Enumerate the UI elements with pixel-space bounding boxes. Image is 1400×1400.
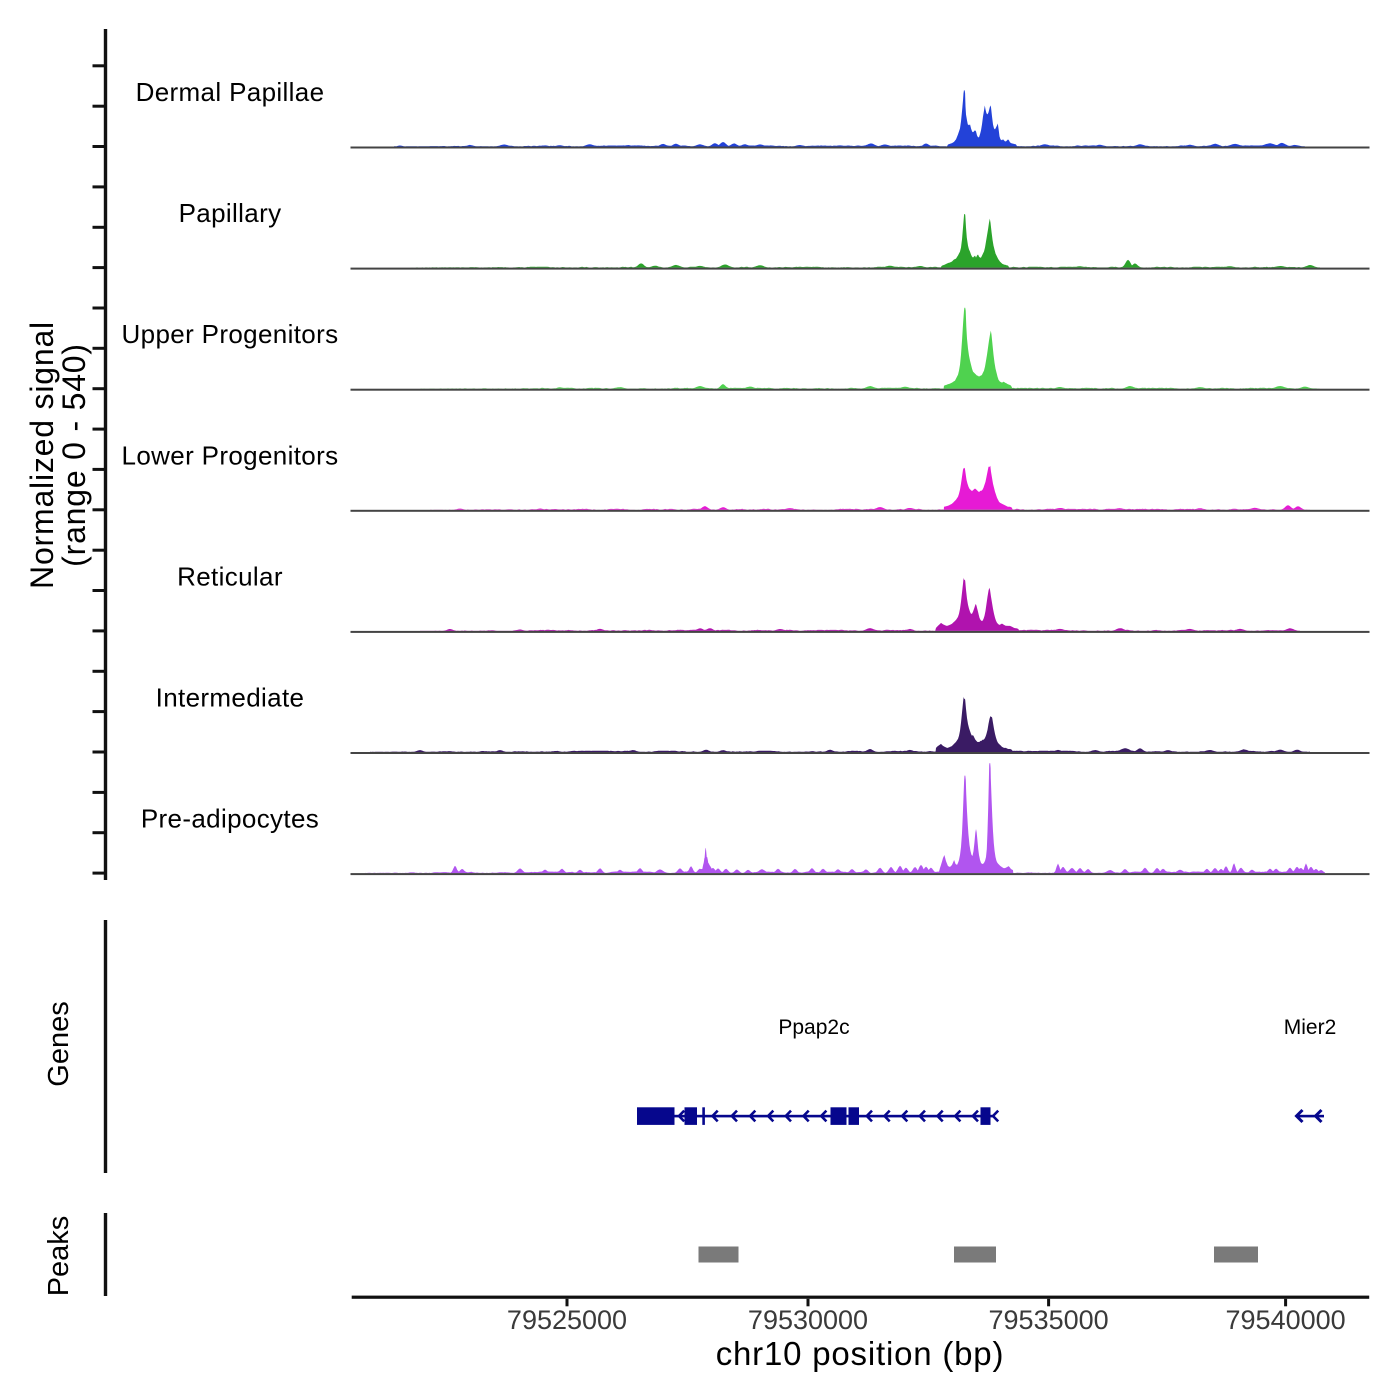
svg-text:Intermediate: Intermediate xyxy=(156,683,305,713)
svg-text:Lower Progenitors: Lower Progenitors xyxy=(122,440,339,470)
svg-text:79525000: 79525000 xyxy=(507,1305,627,1335)
svg-text:Papillary: Papillary xyxy=(179,198,282,228)
svg-text:Peaks: Peaks xyxy=(43,1216,75,1297)
svg-text:Normalized signal: Normalized signal xyxy=(24,321,60,589)
svg-text:Ppap2c: Ppap2c xyxy=(778,1016,849,1039)
svg-text:Pre-adipocytes: Pre-adipocytes xyxy=(141,804,319,834)
svg-text:79540000: 79540000 xyxy=(1226,1305,1346,1335)
svg-text:Upper Progenitors: Upper Progenitors xyxy=(122,319,339,349)
svg-text:Dermal Papillae: Dermal Papillae xyxy=(136,77,325,107)
svg-text:chr10 position (bp): chr10 position (bp) xyxy=(716,1335,1005,1372)
svg-text:(range 0 - 540): (range 0 - 540) xyxy=(56,343,92,567)
svg-text:79530000: 79530000 xyxy=(748,1305,868,1335)
svg-text:Mier2: Mier2 xyxy=(1284,1016,1337,1039)
svg-text:Reticular: Reticular xyxy=(177,561,283,591)
svg-text:79535000: 79535000 xyxy=(989,1305,1109,1335)
svg-text:Genes: Genes xyxy=(43,1001,75,1086)
